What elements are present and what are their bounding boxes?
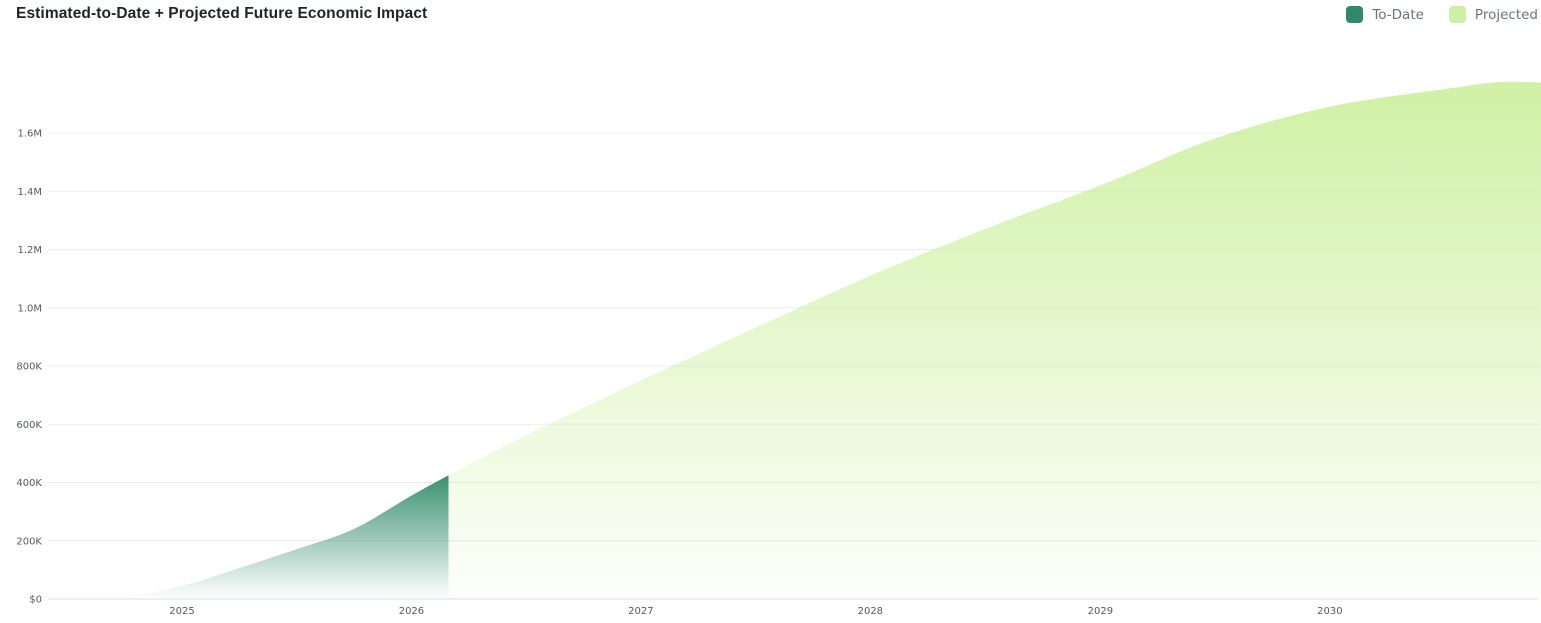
x-axis: 2025 2026 2027 2028 2029 2030 [169,606,1342,617]
legend-swatch-projected [1448,6,1466,23]
x-tick-label: 2028 [858,606,883,617]
y-axis: $0 200K 400K 600K 800K 1.0M 1.2M 1.4M 1.6M [16,129,42,606]
area-projected[interactable] [448,81,1541,599]
y-tick-label: 1.0M [17,303,42,314]
y-tick-label: $0 [29,595,42,606]
x-tick-label: 2030 [1317,606,1342,617]
y-tick-label: 800K [16,362,42,373]
area-series [66,81,1541,599]
y-tick-label: 1.4M [17,187,42,198]
legend-swatch-to-date [1346,6,1364,23]
legend-item-to-date[interactable]: To-Date [1346,6,1424,23]
y-tick-label: 400K [16,478,42,489]
chart-title: Estimated-to-Date + Projected Future Eco… [16,5,428,22]
legend-label-projected: Projected [1474,6,1538,23]
y-tick-label: 1.6M [17,129,42,140]
legend-label-to-date: To-Date [1372,6,1424,23]
y-tick-label: 600K [16,420,42,431]
legend-item-projected[interactable]: Projected [1448,6,1538,23]
x-tick-label: 2025 [169,606,194,617]
y-tick-label: 200K [16,536,42,547]
x-tick-label: 2026 [399,606,424,617]
chart-legend: To-Date Projected [1321,6,1538,23]
area-to-date[interactable] [66,475,449,599]
x-tick-label: 2029 [1088,606,1113,617]
y-tick-label: 1.2M [17,245,42,256]
x-tick-label: 2027 [628,606,653,617]
